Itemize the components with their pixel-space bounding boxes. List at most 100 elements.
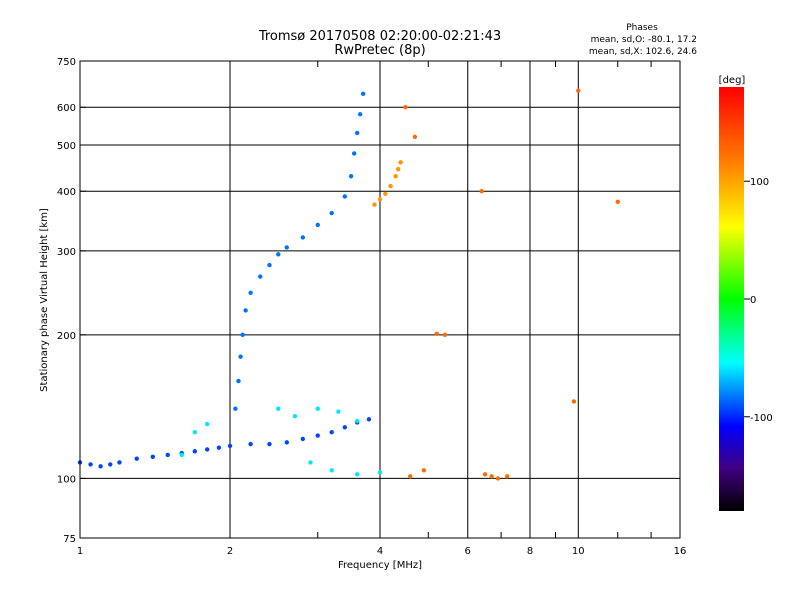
- chart-title: Tromsø 20170508 02:20:00-02:21:43: [258, 29, 501, 44]
- colorbar-ticks: 100 0 -100: [744, 177, 773, 424]
- data-point: [243, 308, 248, 313]
- data-point: [395, 166, 401, 172]
- data-point: [354, 472, 360, 477]
- data-point: [98, 464, 103, 469]
- data-point: [412, 134, 418, 140]
- x-tick-label: 8: [527, 546, 533, 557]
- data-point: [403, 105, 408, 110]
- data-point: [351, 151, 357, 156]
- data-point: [192, 429, 198, 435]
- data-point: [315, 433, 320, 438]
- series-group: [372, 160, 403, 207]
- data-point: [329, 210, 334, 216]
- data-point: [342, 425, 348, 430]
- y-tick-label: 75: [63, 534, 76, 545]
- data-point: [276, 252, 281, 257]
- data-point: [292, 414, 298, 419]
- x-tick-label: 1: [77, 546, 83, 557]
- data-point: [489, 474, 494, 479]
- phases-heading: Phases: [626, 23, 658, 33]
- colorbar-label: [deg]: [719, 75, 746, 86]
- data-point: [227, 443, 233, 449]
- y-tick-label: 100: [57, 474, 76, 485]
- data-point: [329, 468, 334, 473]
- data-point: [372, 202, 377, 207]
- data-point: [238, 354, 243, 359]
- grid-lines: [80, 61, 680, 538]
- colorbar: [719, 87, 744, 511]
- data-point: [348, 174, 354, 179]
- data-point: [393, 174, 398, 179]
- data-point: [267, 262, 272, 268]
- series-group: [403, 88, 620, 481]
- phases-o-line: mean, sd,O: -80.1, 17.2: [591, 35, 697, 45]
- x-tick-label: 10: [572, 546, 585, 557]
- data-point: [233, 406, 238, 411]
- data-point: [495, 476, 501, 481]
- data-point: [329, 429, 334, 435]
- data-point: [300, 235, 306, 240]
- data-point: [284, 440, 289, 445]
- data-point: [117, 460, 122, 465]
- data-point: [258, 274, 263, 279]
- data-point: [342, 194, 348, 199]
- data-point: [240, 332, 245, 338]
- data-point: [442, 332, 448, 338]
- data-point: [192, 449, 198, 454]
- data-points: [77, 88, 620, 481]
- colorbar-tick-label: 100: [750, 177, 769, 188]
- x-tick-label: 6: [465, 546, 471, 557]
- data-point: [308, 460, 313, 465]
- data-point: [134, 456, 139, 461]
- data-point: [398, 160, 403, 165]
- phases-x-line: mean, sd,X: 102.6, 24.6: [589, 47, 697, 57]
- data-point: [388, 183, 393, 189]
- data-point: [357, 112, 363, 117]
- data-point: [216, 445, 222, 450]
- plot-area: 1 2 4 6 8 10 16 75 100 200 300 400 500 600 750: [57, 57, 686, 557]
- data-point: [360, 91, 366, 97]
- x-tick-label: 2: [227, 546, 233, 557]
- data-point: [354, 418, 360, 424]
- x-tick-label: 16: [674, 546, 687, 557]
- data-point: [434, 331, 439, 336]
- data-point: [504, 474, 510, 479]
- series-group: [179, 406, 383, 477]
- data-point: [354, 130, 360, 136]
- series-group: [233, 91, 366, 411]
- data-point: [383, 191, 388, 197]
- data-point: [377, 196, 383, 202]
- y-tick-label: 300: [57, 247, 76, 258]
- data-point: [248, 441, 253, 447]
- data-point: [315, 406, 320, 411]
- x-axis-label: Frequency [MHz]: [338, 560, 422, 571]
- y-axis-ticks: 75 100 200 300 400 500 600 750: [57, 57, 86, 545]
- data-point: [179, 452, 184, 458]
- colorbar-tick-label: -100: [750, 413, 773, 424]
- y-axis-label: Stationary phase Virtual Height [km]: [39, 208, 50, 392]
- data-point: [284, 245, 289, 250]
- data-point: [377, 470, 383, 475]
- data-point: [204, 447, 210, 452]
- y-tick-label: 200: [57, 331, 76, 342]
- data-point: [479, 189, 484, 194]
- data-point: [571, 399, 577, 404]
- data-point: [108, 462, 113, 467]
- data-point: [236, 378, 241, 384]
- plot-frame: [79, 60, 681, 539]
- colorbar-tick-label: 0: [750, 295, 756, 306]
- data-point: [336, 409, 341, 414]
- data-point: [615, 199, 620, 205]
- data-point: [366, 417, 372, 422]
- data-point: [300, 436, 306, 442]
- data-point: [421, 468, 427, 473]
- data-point: [482, 472, 488, 477]
- data-point: [150, 454, 156, 459]
- data-point: [315, 222, 320, 228]
- x-tick-label: 4: [377, 546, 383, 557]
- data-point: [276, 406, 281, 411]
- data-point: [88, 462, 93, 467]
- data-point: [248, 290, 253, 295]
